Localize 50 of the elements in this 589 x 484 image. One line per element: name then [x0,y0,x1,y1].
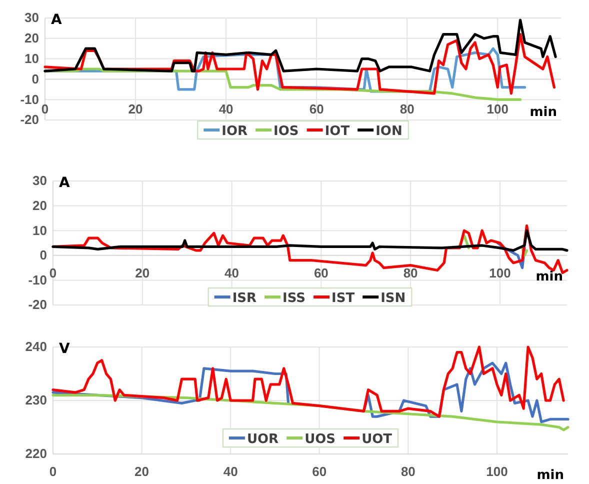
y-tick-label: -10 [28,272,47,288]
y-tick-label: 240 [25,339,47,354]
legend-label: UOT [362,432,392,447]
x-tick-label: 20 [134,464,150,480]
legend-label: ISR [232,291,257,306]
y-tick-label: 10 [24,50,39,66]
y-axis-title: A [59,175,70,191]
line-series [52,229,568,252]
legend-label: IST [332,291,355,306]
y-tick-label: -10 [20,92,39,107]
x-tick-label: 20 [135,266,150,281]
legend-label: ISS [282,291,306,306]
y-tick-label: 230 [25,392,47,408]
x-tick-label: 60 [312,464,327,480]
x-tick-label: 100 [486,464,508,480]
legend-label: IOT [324,124,350,139]
y-tick-label: 0 [32,71,39,86]
x-tick-label: 40 [223,464,238,480]
x-tick-label: 60 [309,101,324,116]
x-axis-title: min [536,468,564,483]
x-axis-title: min [536,269,563,284]
legend-label: IOS [274,124,299,139]
x-tick-label: 100 [489,266,511,281]
x-tick-label: 0 [49,266,57,281]
y-tick-label: 30 [24,10,39,26]
x-tick-label: 80 [400,464,416,480]
y-tick-label: 220 [25,446,47,462]
y-axis-title: A [51,12,62,28]
legend-label: UOS [304,432,336,447]
legend-label: IOR [222,124,248,139]
y-tick-label: 30 [32,173,47,188]
y-tick-label: -20 [28,297,47,312]
x-tick-label: 20 [128,101,143,116]
y-axis-title: V [59,341,70,357]
x-tick-label: 0 [49,464,57,480]
legend-label: UOR [246,432,279,447]
legend-label: ION [376,124,402,139]
x-tick-label: 40 [224,266,240,281]
x-tick-label: 80 [400,101,414,116]
x-tick-label: 60 [314,266,328,281]
legend-label: ISN [380,291,406,306]
y-tick-label: 10 [32,222,47,238]
y-tick-label: 20 [24,30,39,46]
y-tick-label: -20 [20,112,39,128]
x-axis-title: min [530,105,557,120]
y-tick-label: 0 [40,248,47,263]
y-tick-label: 20 [32,198,47,213]
x-tick-label: 100 [486,101,508,116]
x-tick-label: 40 [218,101,234,116]
x-tick-label: 80 [403,266,418,281]
